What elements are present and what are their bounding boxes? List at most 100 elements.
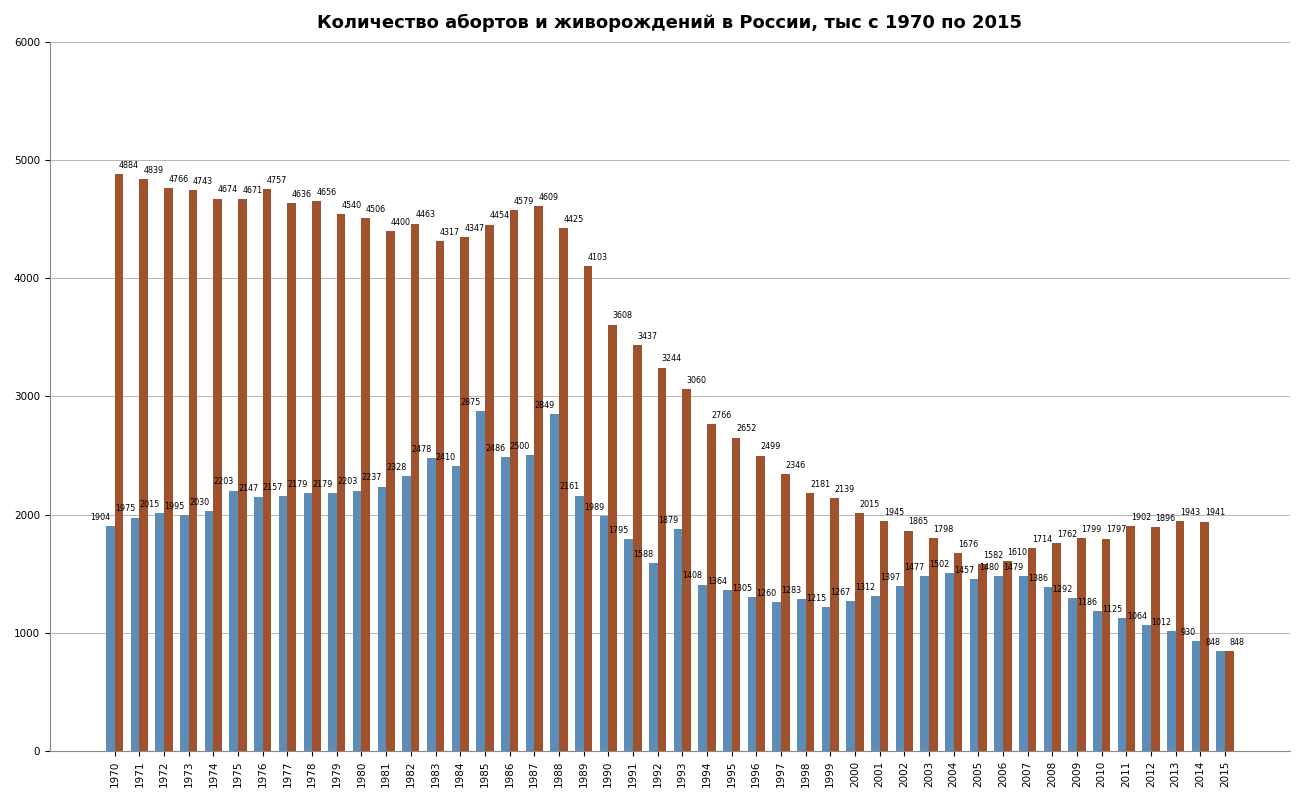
Bar bbox=[674, 529, 682, 751]
Bar bbox=[287, 203, 296, 751]
Text: 1364: 1364 bbox=[707, 577, 728, 586]
Bar bbox=[214, 199, 222, 751]
Bar bbox=[460, 237, 469, 751]
Title: Количество абортов и живорождений в России, тыс с 1970 по 2015: Количество абортов и живорождений в Росс… bbox=[317, 14, 1022, 32]
Text: 4743: 4743 bbox=[193, 177, 214, 187]
Bar bbox=[781, 473, 790, 751]
Text: 1904: 1904 bbox=[90, 513, 111, 521]
Text: 1945: 1945 bbox=[884, 508, 904, 517]
Text: 4425: 4425 bbox=[563, 215, 583, 224]
Bar bbox=[657, 368, 666, 751]
Bar bbox=[722, 590, 732, 751]
Bar bbox=[953, 553, 962, 751]
Text: 4884: 4884 bbox=[119, 161, 140, 170]
Text: 1457: 1457 bbox=[953, 566, 974, 574]
Text: 2486: 2486 bbox=[485, 444, 505, 453]
Text: 1762: 1762 bbox=[1056, 529, 1077, 538]
Text: 1186: 1186 bbox=[1077, 598, 1098, 606]
Text: 4766: 4766 bbox=[168, 175, 189, 183]
Text: 1064: 1064 bbox=[1127, 612, 1146, 621]
Bar bbox=[402, 476, 411, 751]
Bar bbox=[336, 215, 346, 751]
Bar bbox=[970, 579, 978, 751]
Text: 1896: 1896 bbox=[1155, 513, 1175, 523]
Bar bbox=[263, 189, 271, 751]
Bar bbox=[312, 201, 321, 751]
Bar bbox=[1028, 549, 1037, 751]
Bar bbox=[535, 207, 542, 751]
Text: 2849: 2849 bbox=[535, 401, 554, 410]
Bar bbox=[600, 516, 608, 751]
Bar bbox=[510, 210, 518, 751]
Bar bbox=[806, 493, 814, 751]
Text: 1215: 1215 bbox=[806, 594, 825, 603]
Text: 4579: 4579 bbox=[514, 197, 535, 206]
Bar bbox=[1077, 538, 1086, 751]
Text: 2478: 2478 bbox=[411, 445, 432, 454]
Text: 4674: 4674 bbox=[218, 186, 237, 195]
Text: 2328: 2328 bbox=[386, 463, 407, 472]
Bar bbox=[747, 597, 756, 751]
Text: 4671: 4671 bbox=[243, 186, 262, 195]
Bar bbox=[361, 219, 370, 751]
Bar bbox=[584, 266, 592, 751]
Text: 1408: 1408 bbox=[682, 571, 703, 581]
Bar bbox=[822, 607, 831, 751]
Bar bbox=[1176, 521, 1184, 751]
Text: 2237: 2237 bbox=[361, 473, 382, 482]
Text: 4454: 4454 bbox=[489, 211, 510, 220]
Text: 2875: 2875 bbox=[460, 398, 481, 407]
Bar bbox=[279, 496, 287, 751]
Text: 4103: 4103 bbox=[588, 253, 608, 262]
Text: 1292: 1292 bbox=[1052, 585, 1073, 594]
Bar bbox=[625, 539, 632, 751]
Bar bbox=[411, 223, 420, 751]
Bar bbox=[426, 458, 436, 751]
Bar bbox=[772, 602, 781, 751]
Bar bbox=[155, 513, 164, 751]
Bar bbox=[1018, 576, 1028, 751]
Bar bbox=[1102, 538, 1111, 751]
Text: 4463: 4463 bbox=[415, 211, 436, 219]
Text: 3437: 3437 bbox=[638, 332, 657, 340]
Text: 4317: 4317 bbox=[439, 227, 460, 236]
Text: 1012: 1012 bbox=[1151, 618, 1171, 627]
Bar bbox=[1118, 618, 1127, 751]
Bar bbox=[386, 231, 395, 751]
Bar bbox=[353, 490, 361, 751]
Text: 3060: 3060 bbox=[687, 376, 707, 385]
Text: 1305: 1305 bbox=[732, 584, 752, 593]
Text: 2157: 2157 bbox=[263, 483, 283, 492]
Bar bbox=[855, 513, 863, 751]
Bar bbox=[1201, 521, 1209, 751]
Bar bbox=[239, 199, 246, 751]
Bar bbox=[905, 530, 913, 751]
Text: 1386: 1386 bbox=[1028, 574, 1048, 583]
Bar bbox=[180, 515, 189, 751]
Text: 1799: 1799 bbox=[1081, 525, 1102, 534]
Text: 1480: 1480 bbox=[979, 563, 999, 572]
Bar bbox=[1167, 631, 1176, 751]
Bar bbox=[304, 493, 312, 751]
Bar bbox=[1224, 650, 1234, 751]
Bar bbox=[1052, 543, 1061, 751]
Text: 1995: 1995 bbox=[164, 502, 184, 511]
Text: 1588: 1588 bbox=[634, 550, 653, 559]
Text: 1902: 1902 bbox=[1131, 513, 1151, 522]
Text: 1267: 1267 bbox=[831, 588, 850, 597]
Text: 2203: 2203 bbox=[214, 477, 233, 486]
Text: 1610: 1610 bbox=[1008, 548, 1028, 557]
Bar bbox=[1217, 650, 1224, 751]
Bar bbox=[559, 228, 567, 751]
Bar bbox=[115, 174, 124, 751]
Text: 4636: 4636 bbox=[292, 190, 312, 199]
Text: 2030: 2030 bbox=[189, 498, 209, 507]
Bar bbox=[329, 493, 336, 751]
Bar bbox=[501, 457, 510, 751]
Bar bbox=[1192, 641, 1201, 751]
Bar bbox=[189, 191, 197, 751]
Bar bbox=[649, 563, 657, 751]
Bar bbox=[831, 498, 838, 751]
Bar bbox=[921, 577, 928, 751]
Bar bbox=[871, 596, 880, 751]
